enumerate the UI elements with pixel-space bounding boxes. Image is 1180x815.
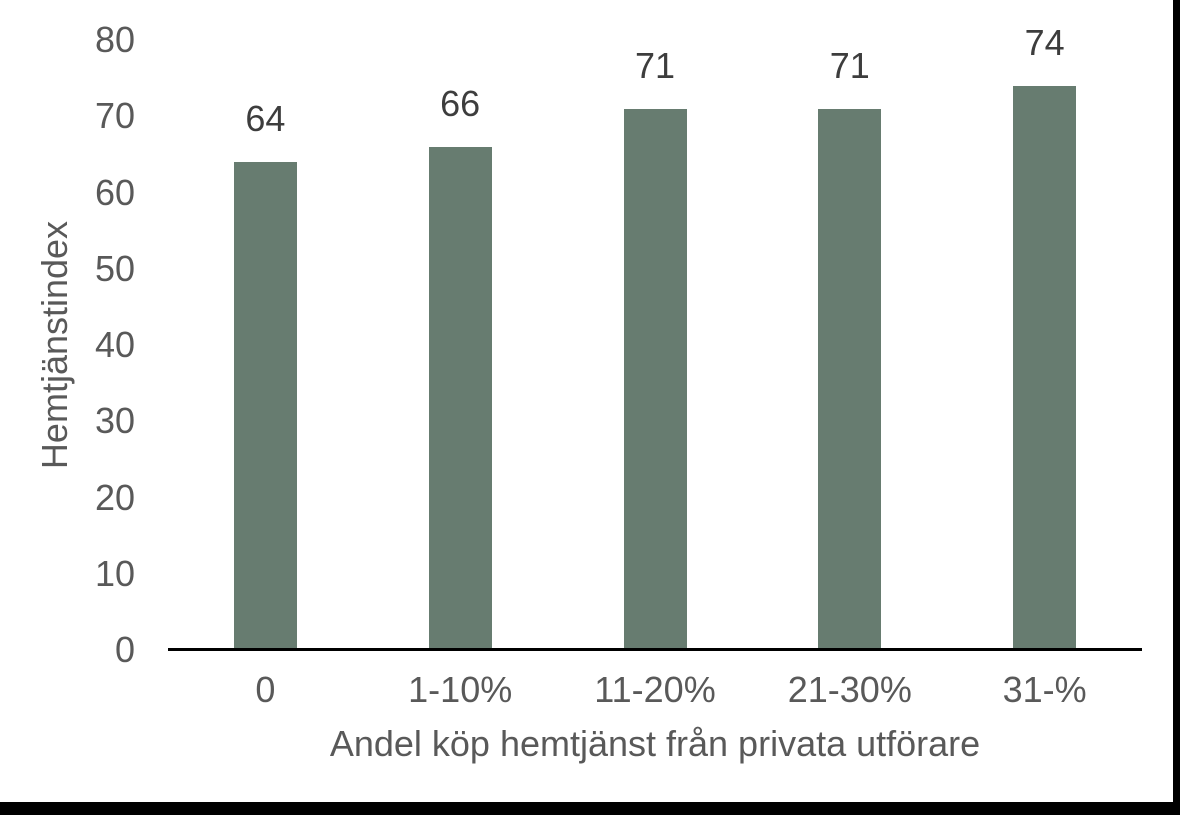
x-axis-line xyxy=(168,648,1142,651)
bar xyxy=(818,108,882,650)
x-tick-label: 0 xyxy=(255,669,276,710)
bar xyxy=(623,108,687,650)
y-tick-label: 40 xyxy=(94,324,135,365)
frame-bottom-edge xyxy=(0,802,1180,815)
x-tick-label: 1-10% xyxy=(408,669,513,710)
frame-right-edge xyxy=(1173,0,1180,815)
bar-value-label: 66 xyxy=(440,82,481,124)
bar xyxy=(1013,85,1077,650)
y-tick-label: 60 xyxy=(94,171,135,213)
bar-value-label: 64 xyxy=(245,98,286,139)
y-tick-label: 20 xyxy=(94,476,135,518)
y-tick-label: 80 xyxy=(94,19,135,60)
bar-value-label: 71 xyxy=(829,44,870,86)
bar-value-label: 74 xyxy=(1024,21,1065,63)
x-tick-label: 21-30% xyxy=(787,669,912,710)
y-tick-label: 10 xyxy=(94,552,135,594)
bar xyxy=(428,146,492,650)
y-tick-label: 50 xyxy=(94,247,135,289)
bar xyxy=(233,162,297,650)
bar-value-label: 71 xyxy=(634,44,676,86)
x-axis-title: Andel köp hemtjänst från privata utförar… xyxy=(329,723,981,764)
x-tick-label: 31-% xyxy=(1002,669,1087,710)
y-tick-label: 0 xyxy=(114,629,135,670)
x-tick-label: 11-20% xyxy=(594,669,716,710)
y-tick-label: 70 xyxy=(94,95,135,137)
y-tick-label: 30 xyxy=(94,400,135,442)
